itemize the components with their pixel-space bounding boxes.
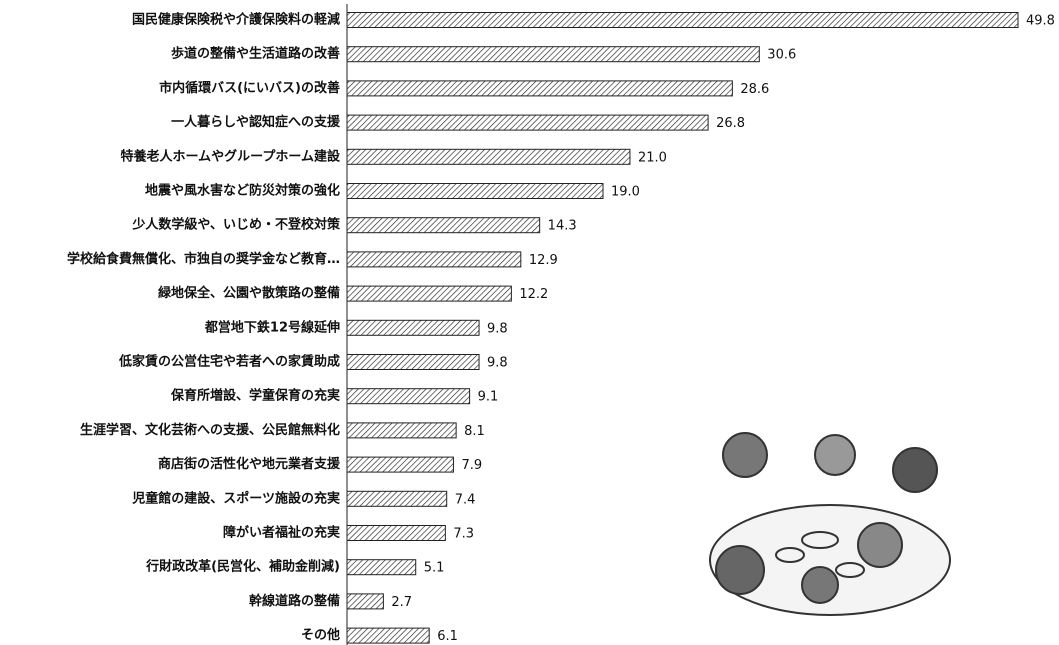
bar: [347, 457, 453, 472]
bar: [347, 47, 759, 62]
bar: [347, 355, 479, 370]
category-label: 低家賃の公営住宅や若者への家賃助成: [118, 354, 340, 370]
bar: [347, 320, 479, 335]
value-label: 7.9: [461, 458, 482, 473]
category-label: 行財政改革(民営化、補助金削減): [145, 559, 340, 575]
category-label: 都営地下鉄12号線延伸: [204, 319, 340, 335]
value-label: 14.3: [548, 219, 577, 234]
bar: [347, 286, 511, 301]
value-label: 19.0: [611, 185, 640, 200]
value-label: 12.2: [519, 287, 548, 302]
value-label: 7.4: [455, 492, 476, 507]
value-label: 6.1: [437, 629, 458, 644]
category-label: 国民健康保険税や介護保険料の軽減: [132, 12, 340, 28]
category-label: 保育所増設、学童保育の充実: [170, 388, 340, 404]
category-label: その他: [301, 627, 340, 643]
value-label: 5.1: [424, 561, 445, 576]
category-label: 学校給食費無償化、市独自の奨学金など教育…: [67, 251, 340, 267]
value-label: 2.7: [391, 595, 412, 610]
bar: [347, 218, 540, 233]
bar: [347, 252, 521, 267]
value-label: 9.8: [487, 321, 508, 336]
category-label: 少人数学級や、いじめ・不登校対策: [131, 217, 341, 233]
bar: [347, 81, 732, 96]
category-label: 生涯学習、文化芸術への支援、公民館無料化: [80, 422, 340, 438]
value-label: 8.1: [464, 424, 485, 439]
bar: [347, 389, 470, 404]
category-label: 一人暮らしや認知症への支援: [171, 114, 341, 130]
category-label: 特養老人ホームやグループホーム建設: [121, 148, 341, 164]
category-label: 市内循環バス(にいバス)の改善: [159, 80, 340, 96]
category-label: 緑地保全、公園や散策路の整備: [158, 285, 340, 301]
category-label: 児童館の建設、スポーツ施設の充実: [131, 490, 340, 506]
bar: [347, 423, 456, 438]
bar: [347, 594, 383, 609]
category-label: 地震や風水害など防災対策の強化: [145, 183, 340, 199]
value-label: 28.6: [740, 82, 769, 97]
bar: [347, 628, 429, 643]
value-label: 12.9: [529, 253, 558, 268]
category-label: 歩道の整備や生活道路の改善: [171, 46, 340, 62]
bar: [347, 560, 416, 575]
bar: [347, 149, 630, 164]
value-label: 30.6: [767, 48, 796, 63]
chart: 国民健康保険税や介護保険料の軽減 49.8 歩道の整備や生活道路の改善 30.6 市内循…: [0, 0, 1059, 645]
category-label: 幹線道路の整備: [249, 593, 340, 609]
bar: [347, 13, 1018, 28]
bar: [347, 115, 708, 130]
value-label: 49.8: [1026, 14, 1055, 29]
value-label: 9.8: [487, 356, 508, 371]
value-label: 7.3: [453, 527, 474, 542]
value-label: 26.8: [716, 116, 745, 131]
bar: [347, 526, 445, 541]
bar: [347, 491, 447, 506]
page: {"chart_data": {"type": "hbar", "categor…: [0, 0, 1059, 645]
value-label: 21.0: [638, 150, 667, 165]
illustration: [710, 433, 950, 615]
category-label: 障がい者福祉の充実: [223, 525, 340, 541]
bar: [347, 184, 603, 199]
category-label: 商店街の活性化や地元業者支援: [158, 456, 341, 472]
value-label: 9.1: [478, 390, 499, 405]
